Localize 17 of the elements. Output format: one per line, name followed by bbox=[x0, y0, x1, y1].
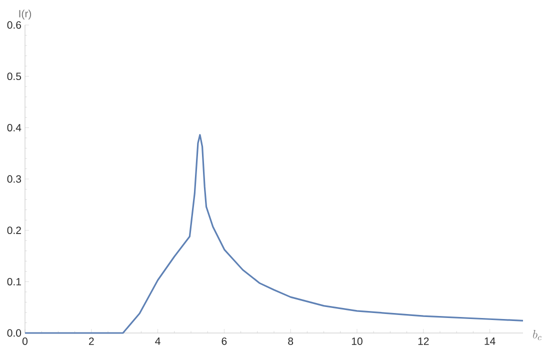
x-tick-label: 10 bbox=[352, 338, 362, 345]
x-tick-label: 12 bbox=[418, 338, 429, 345]
x-tick-label: 6 bbox=[222, 338, 227, 345]
y-tick-label: 0.4 bbox=[7, 124, 22, 132]
x-tick-label: 2 bbox=[89, 338, 94, 345]
y-tick-label: 0.1 bbox=[7, 278, 21, 286]
y-tick-label: 0.5 bbox=[7, 72, 22, 80]
y-tick-label: 0.3 bbox=[7, 175, 22, 183]
x-axis-title: $b_c$ bbox=[533, 330, 542, 340]
y-axis-title: I(r) bbox=[19, 10, 32, 20]
y-tick-label: 0.6 bbox=[7, 21, 22, 29]
x-tick-label: 14 bbox=[484, 338, 496, 345]
y-tick-label: 0.0 bbox=[7, 329, 22, 337]
y-tick-label: 0.2 bbox=[7, 226, 21, 234]
x-tick-label: 0 bbox=[22, 338, 28, 345]
x-tick-label: 4 bbox=[155, 338, 160, 345]
x-tick-label: 8 bbox=[288, 338, 294, 345]
